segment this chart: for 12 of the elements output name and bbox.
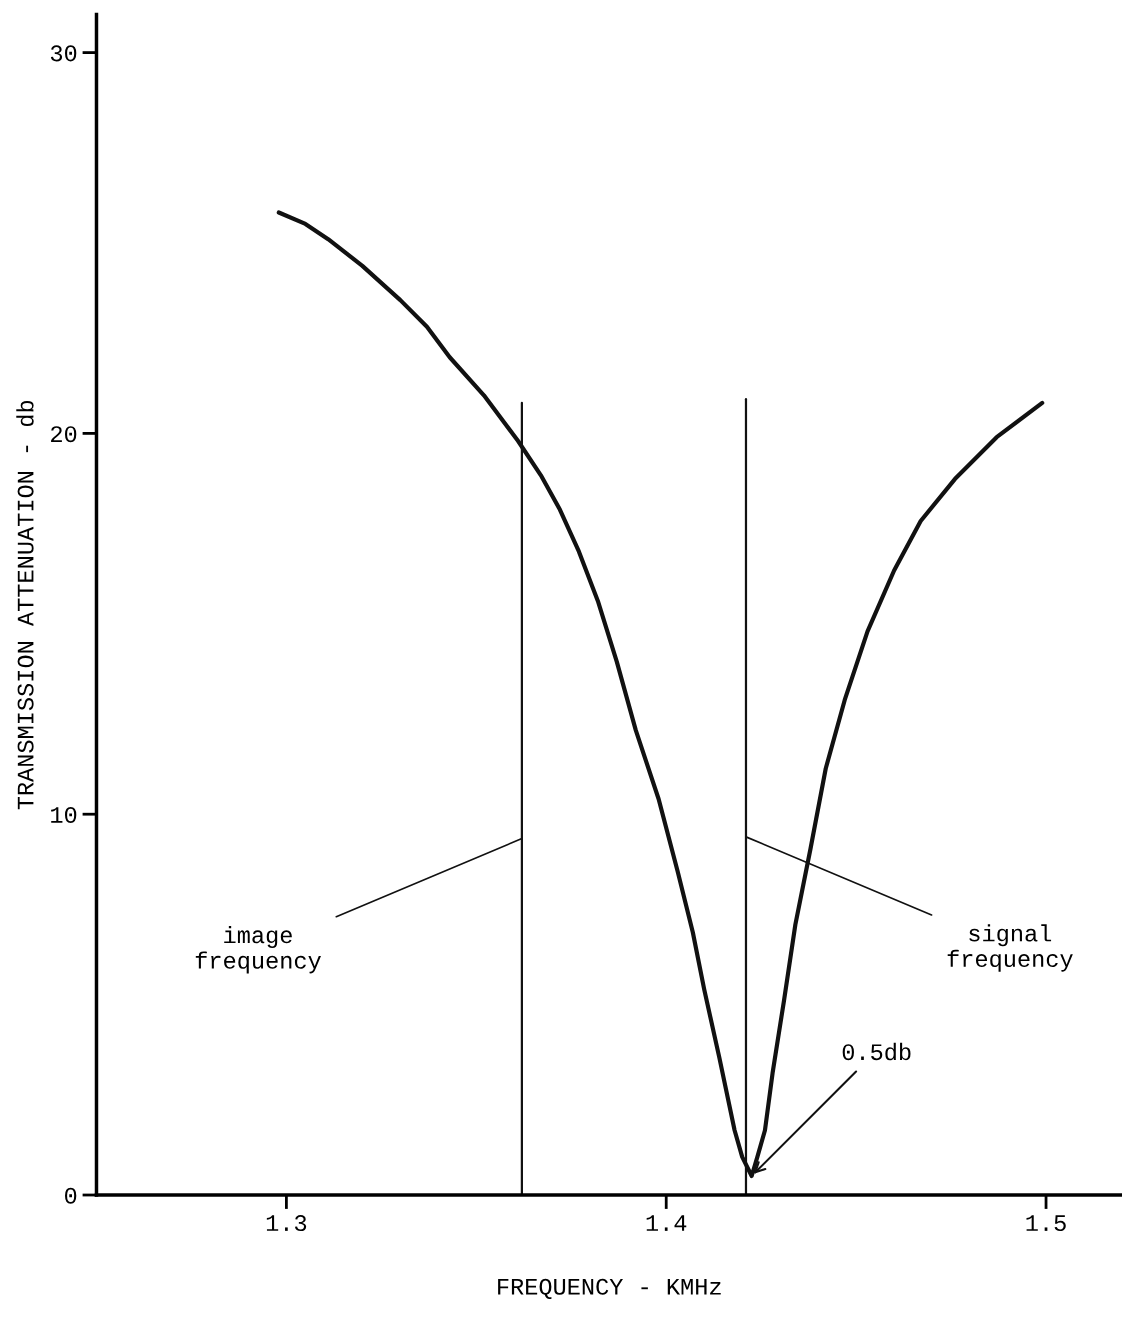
annotation: 0.5db — [842, 1042, 911, 1061]
x-axis-title: FREQUENCY - KMHz — [498, 1278, 721, 1300]
text: image frequency — [195, 925, 321, 974]
y-tick-label: 0 — [65, 1187, 77, 1204]
x-tick-label: 1.5 — [1026, 1215, 1066, 1232]
y-tick-label: 10 — [51, 806, 77, 823]
y-tick-label: 20 — [51, 426, 77, 443]
x-tick-label: 1.3 — [266, 1215, 307, 1232]
y-axis-title: TRANSMISSION ATTENUATION - db — [16, 400, 34, 810]
text: signal frequency — [947, 924, 1073, 972]
x-tick-label: 1.4 — [646, 1215, 687, 1231]
y-tick-label: 30 — [50, 45, 77, 62]
